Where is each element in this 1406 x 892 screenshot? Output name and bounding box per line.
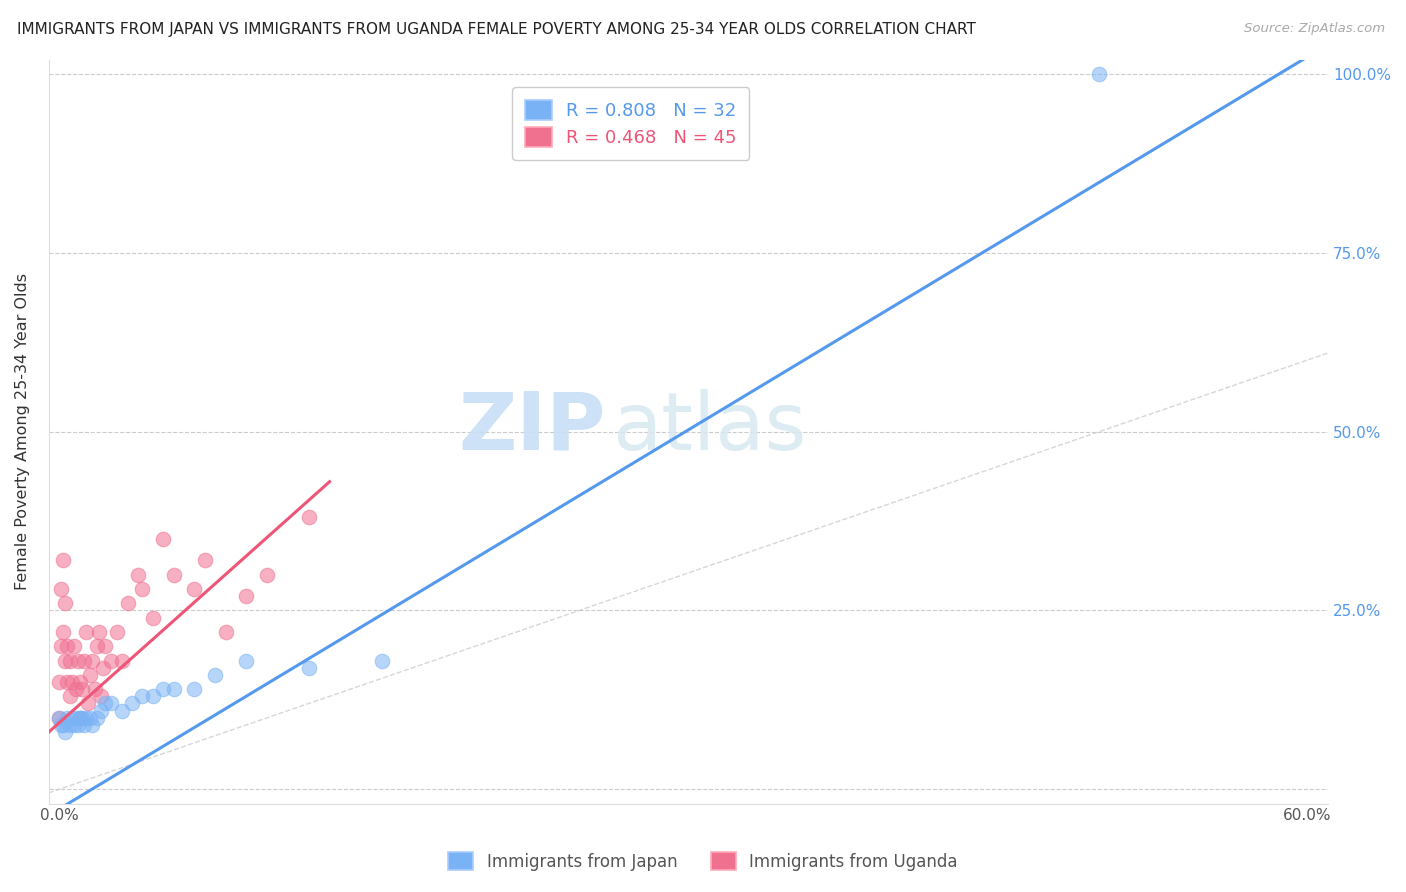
- Point: [256, 567, 278, 582]
- Point: [117, 596, 139, 610]
- Point: [75, 624, 97, 639]
- Point: [73, 718, 96, 732]
- Point: [62, 718, 84, 732]
- Point: [55, 654, 77, 668]
- Point: [87, 624, 110, 639]
- Point: [79, 668, 101, 682]
- Point: [58, 690, 80, 704]
- Point: [51, 639, 73, 653]
- Point: [121, 697, 143, 711]
- Point: [69, 675, 91, 690]
- Legend: R = 0.808   N = 32, R = 0.468   N = 45: R = 0.808 N = 32, R = 0.468 N = 45: [512, 87, 749, 160]
- Point: [1088, 67, 1111, 81]
- Text: Source: ZipAtlas.com: Source: ZipAtlas.com: [1244, 22, 1385, 36]
- Point: [100, 654, 122, 668]
- Point: [55, 725, 77, 739]
- Point: [60, 711, 83, 725]
- Point: [142, 610, 165, 624]
- Point: [79, 711, 101, 725]
- Point: [110, 654, 132, 668]
- Point: [90, 690, 112, 704]
- Point: [100, 697, 122, 711]
- Point: [51, 718, 73, 732]
- Text: IMMIGRANTS FROM JAPAN VS IMMIGRANTS FROM UGANDA FEMALE POVERTY AMONG 25-34 YEAR : IMMIGRANTS FROM JAPAN VS IMMIGRANTS FROM…: [17, 22, 976, 37]
- Point: [86, 639, 108, 653]
- Point: [52, 624, 75, 639]
- Text: ZIP: ZIP: [458, 389, 606, 467]
- Point: [56, 675, 79, 690]
- Point: [73, 654, 96, 668]
- Point: [83, 682, 105, 697]
- Point: [370, 654, 392, 668]
- Point: [48, 675, 70, 690]
- Point: [127, 567, 149, 582]
- Point: [105, 624, 128, 639]
- Point: [214, 624, 236, 639]
- Point: [298, 510, 321, 524]
- Point: [48, 711, 70, 725]
- Point: [91, 661, 114, 675]
- Point: [152, 532, 174, 546]
- Point: [94, 697, 117, 711]
- Point: [65, 711, 87, 725]
- Point: [162, 567, 184, 582]
- Point: [142, 690, 165, 704]
- Text: atlas: atlas: [612, 389, 806, 467]
- Point: [52, 553, 75, 567]
- Point: [204, 668, 226, 682]
- Point: [235, 589, 257, 603]
- Point: [62, 639, 84, 653]
- Point: [60, 675, 83, 690]
- Point: [82, 718, 104, 732]
- Point: [70, 711, 93, 725]
- Point: [162, 682, 184, 697]
- Point: [58, 718, 80, 732]
- Point: [66, 654, 89, 668]
- Legend: Immigrants from Japan, Immigrants from Uganda: Immigrants from Japan, Immigrants from U…: [440, 844, 966, 880]
- Point: [110, 704, 132, 718]
- Point: [70, 682, 93, 697]
- Point: [69, 711, 91, 725]
- Point: [90, 704, 112, 718]
- Point: [152, 682, 174, 697]
- Point: [131, 582, 153, 596]
- Point: [298, 661, 321, 675]
- Point: [131, 690, 153, 704]
- Point: [94, 639, 117, 653]
- Point: [75, 711, 97, 725]
- Point: [86, 711, 108, 725]
- Point: [77, 697, 100, 711]
- Point: [235, 654, 257, 668]
- Point: [183, 682, 205, 697]
- Y-axis label: Female Poverty Among 25-34 Year Olds: Female Poverty Among 25-34 Year Olds: [15, 273, 30, 591]
- Point: [183, 582, 205, 596]
- Point: [194, 553, 217, 567]
- Point: [55, 596, 77, 610]
- Point: [69, 711, 91, 725]
- Point: [65, 682, 87, 697]
- Point: [82, 654, 104, 668]
- Point: [48, 711, 70, 725]
- Point: [51, 582, 73, 596]
- Point: [52, 718, 75, 732]
- Point: [58, 654, 80, 668]
- Point: [56, 639, 79, 653]
- Point: [56, 711, 79, 725]
- Point: [66, 718, 89, 732]
